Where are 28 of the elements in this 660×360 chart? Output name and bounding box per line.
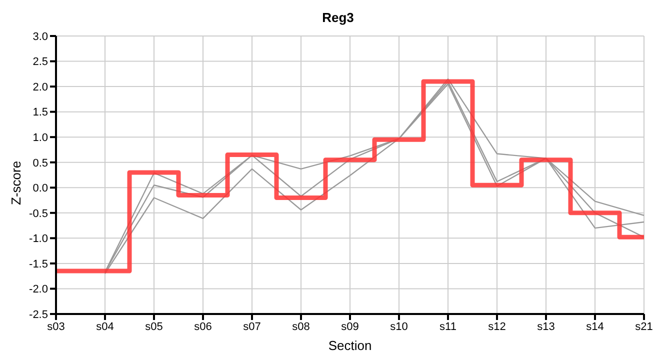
x-tick-label: s07: [243, 320, 261, 333]
x-tick-label: s09: [341, 320, 359, 333]
y-tick-label: 2.0: [32, 81, 48, 94]
y-tick-label: 0.5: [32, 157, 48, 170]
y-tick-label: 1.5: [32, 106, 48, 119]
y-tick-label: -1.5: [29, 258, 48, 270]
y-tick-label: -2.0: [29, 284, 48, 296]
y-tick-label: -2.5: [29, 308, 48, 321]
x-tick-label: s04: [96, 320, 114, 333]
x-tick-label: s11: [440, 320, 456, 333]
x-axis-title: Section: [328, 338, 372, 353]
x-tick-label: s21: [635, 320, 653, 333]
x-tick-label: s10: [390, 320, 408, 333]
x-tick-label: s13: [537, 320, 555, 333]
y-tick-label: 3.0: [32, 30, 48, 43]
chart-title: Reg3: [321, 9, 355, 27]
x-tick-label: s14: [586, 320, 604, 333]
x-tick-label: s06: [194, 320, 212, 333]
x-tick-label: s08: [292, 320, 310, 333]
x-tick-label: s05: [145, 320, 163, 333]
x-tick-label: s03: [47, 320, 65, 333]
y-tick-label: -1.0: [29, 233, 48, 246]
y-tick-label: 2.5: [32, 56, 48, 68]
y-tick-label: 1.0: [32, 132, 48, 144]
y-tick-label: -0.5: [29, 208, 48, 220]
y-axis-title: Z-score: [8, 160, 24, 205]
x-tick-label: s12: [488, 320, 506, 333]
y-tick-label: 0.0: [32, 182, 48, 195]
